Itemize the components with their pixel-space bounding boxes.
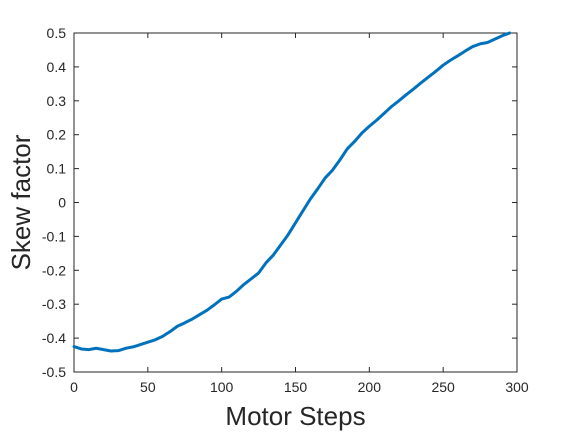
x-tick-label: 300 [505,379,529,395]
y-tick-label: -0.4 [42,330,66,346]
y-axis-ticks: -0.5 -0.4 -0.3 -0.2 -0.1 0 0.1 0.2 0.3 0.4 0.5 [42,25,517,380]
x-tick-label: 100 [210,379,234,395]
y-tick-label: 0.3 [47,93,67,109]
y-tick-label: 0.1 [47,161,67,177]
y-tick-label: 0 [58,195,66,211]
x-tick-label: 0 [70,379,78,395]
y-tick-label: -0.3 [42,296,66,312]
x-tick-label: 50 [140,379,156,395]
y-tick-label: 0.2 [47,127,67,143]
y-tick-label: -0.1 [42,228,66,244]
plot-area [73,32,518,373]
x-tick-label: 200 [358,379,382,395]
x-tick-label: 250 [431,379,455,395]
y-tick-label: 0.5 [47,25,67,41]
x-axis-label: Motor Steps [225,401,365,431]
x-tick-label: 150 [284,379,308,395]
y-axis-label: Skew factor [6,134,36,270]
x-axis-ticks: 0 50 100 150 200 250 300 [70,33,529,395]
y-tick-label: -0.2 [42,262,66,278]
series-line [72,31,512,353]
y-tick-label: 0.4 [47,59,67,75]
series-layer [72,31,512,353]
y-tick-label: -0.5 [42,364,66,380]
plot-area-border [73,32,518,373]
